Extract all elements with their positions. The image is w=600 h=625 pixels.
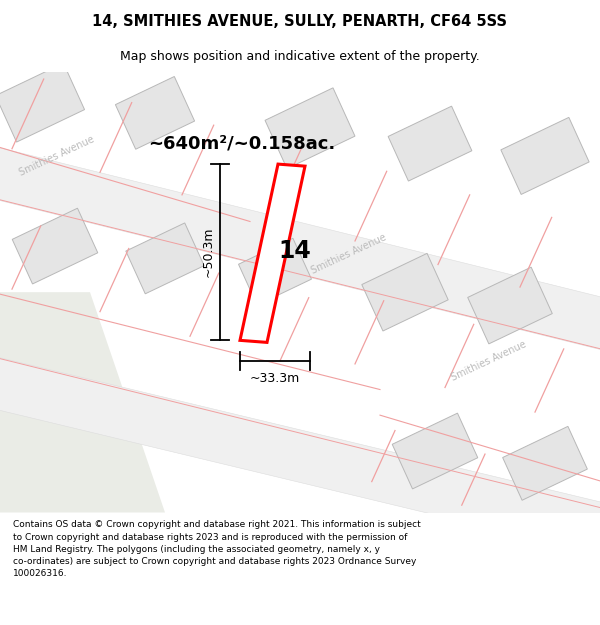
- Text: Map shows position and indicative extent of the property.: Map shows position and indicative extent…: [120, 49, 480, 62]
- Polygon shape: [126, 223, 204, 294]
- Polygon shape: [239, 238, 311, 305]
- Text: Contains OS data © Crown copyright and database right 2021. This information is : Contains OS data © Crown copyright and d…: [13, 521, 421, 578]
- Polygon shape: [265, 88, 355, 169]
- Polygon shape: [388, 106, 472, 181]
- Polygon shape: [468, 267, 552, 344]
- Polygon shape: [0, 144, 600, 353]
- Polygon shape: [503, 426, 587, 500]
- Text: Smithies Avenue: Smithies Avenue: [18, 134, 97, 178]
- Polygon shape: [0, 63, 85, 142]
- Polygon shape: [392, 413, 478, 489]
- Text: Smithies Avenue: Smithies Avenue: [450, 339, 529, 382]
- Polygon shape: [240, 164, 305, 342]
- Polygon shape: [12, 208, 98, 284]
- Polygon shape: [501, 118, 589, 194]
- Text: ~33.3m: ~33.3m: [250, 372, 300, 385]
- Text: 14, SMITHIES AVENUE, SULLY, PENARTH, CF64 5SS: 14, SMITHIES AVENUE, SULLY, PENARTH, CF6…: [92, 14, 508, 29]
- Polygon shape: [0, 354, 600, 558]
- Text: ~50.3m: ~50.3m: [202, 227, 215, 278]
- Polygon shape: [0, 292, 165, 512]
- Text: Smithies Avenue: Smithies Avenue: [310, 232, 388, 276]
- Polygon shape: [115, 76, 194, 149]
- Text: 14: 14: [278, 239, 311, 263]
- Text: ~640m²/~0.158ac.: ~640m²/~0.158ac.: [148, 134, 335, 152]
- Polygon shape: [362, 253, 448, 331]
